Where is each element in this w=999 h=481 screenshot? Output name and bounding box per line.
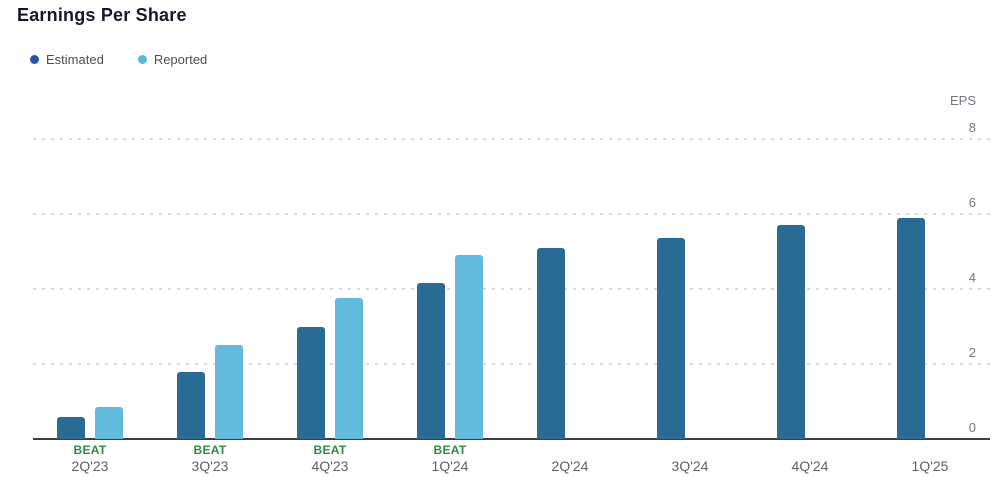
y-axis-label: EPS: [949, 93, 976, 108]
reported-dot-icon: [137, 55, 147, 64]
beat-label-0: BEAT: [73, 443, 107, 457]
legend-label-reported: Reported: [153, 52, 208, 67]
beat-label-3: BEAT: [433, 443, 467, 457]
category-label-6: 4Q'24: [791, 458, 829, 474]
bar-estimated-6[interactable]: [777, 225, 805, 439]
category-label-1: 3Q'23: [191, 458, 229, 474]
gridline-4: [33, 288, 990, 290]
category-label-0: 2Q'23: [71, 458, 109, 474]
legend-label-estimated: Estimated: [46, 52, 104, 67]
category-label-5: 3Q'24: [671, 458, 709, 474]
category-label-4: 2Q'24: [551, 458, 589, 474]
y-tick-6: 6: [968, 195, 976, 210]
bar-estimated-4[interactable]: [537, 247, 565, 439]
estimated-dot-icon: [30, 55, 39, 64]
gridline-6: [33, 213, 990, 215]
bar-estimated-3[interactable]: [417, 283, 445, 439]
bar-reported-1[interactable]: [215, 345, 243, 439]
bar-reported-3[interactable]: [455, 255, 483, 439]
legend-item-estimated[interactable]: Estimated: [30, 52, 104, 67]
category-label-2: 4Q'23: [311, 458, 349, 474]
bar-estimated-2[interactable]: [297, 326, 325, 439]
y-tick-0: 0: [968, 420, 976, 435]
bar-reported-2[interactable]: [335, 298, 363, 439]
bar-estimated-1[interactable]: [177, 371, 205, 439]
beat-label-1: BEAT: [193, 443, 227, 457]
x-axis-line: [33, 438, 990, 440]
bar-estimated-0[interactable]: [57, 416, 85, 439]
y-tick-8: 8: [968, 120, 976, 135]
category-label-7: 1Q'25: [911, 458, 949, 474]
beat-label-2: BEAT: [313, 443, 347, 457]
y-tick-4: 4: [968, 270, 976, 285]
category-label-3: 1Q'24: [431, 458, 469, 474]
gridline-8: [33, 138, 990, 140]
bar-estimated-5[interactable]: [657, 238, 685, 439]
gridline-2: [33, 363, 990, 365]
y-tick-2: 2: [968, 345, 976, 360]
bar-estimated-7[interactable]: [897, 217, 925, 439]
chart-title: Earnings Per Share: [17, 5, 187, 25]
legend-item-reported[interactable]: Reported: [137, 52, 208, 67]
chart-legend: Estimated Reported: [30, 52, 207, 67]
bar-reported-0[interactable]: [95, 407, 123, 439]
